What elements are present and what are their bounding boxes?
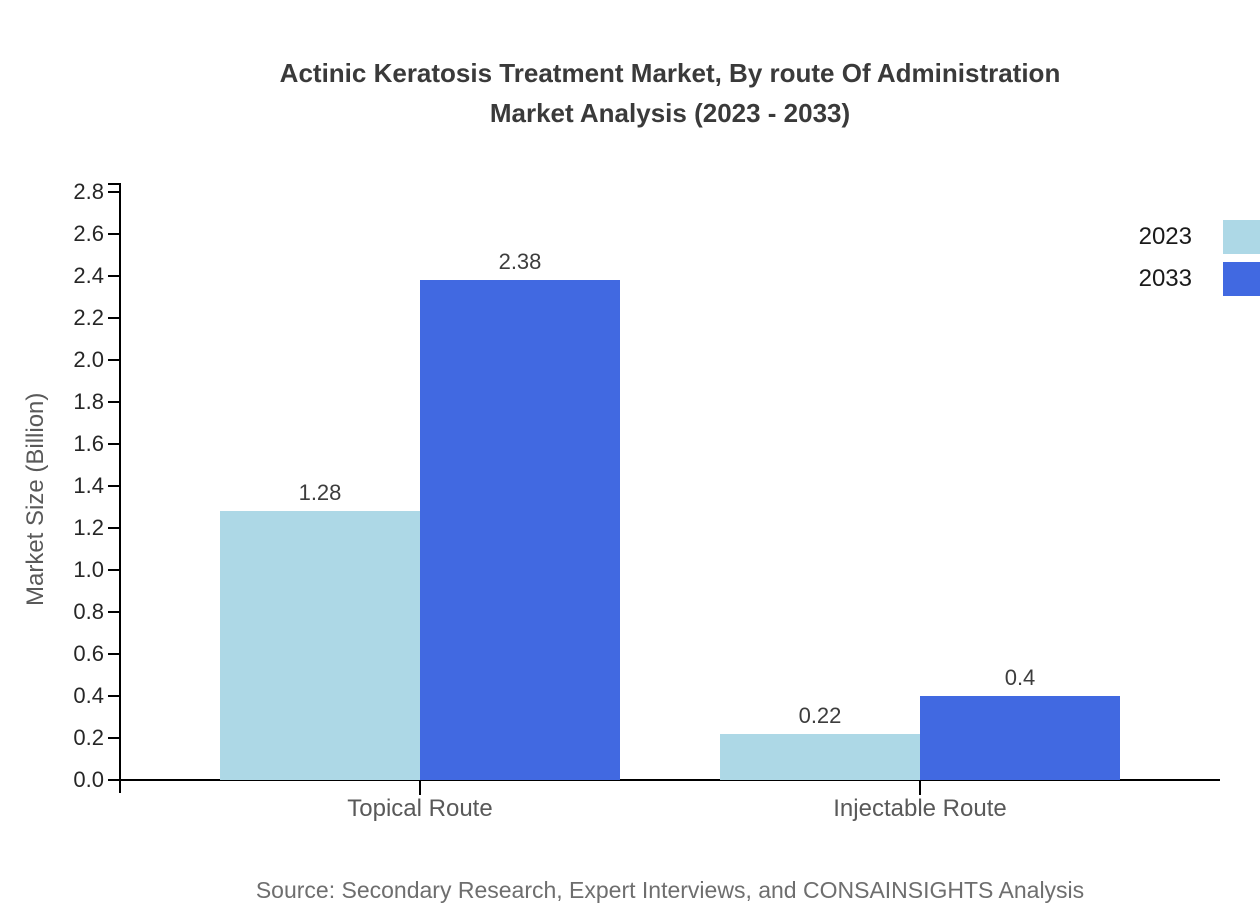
y-axis-spine: [119, 183, 121, 793]
legend-item-2023: 2023: [0, 220, 1260, 254]
x-axis-category-label: Injectable Route: [833, 795, 1007, 822]
y-axis-tick: [108, 275, 120, 277]
bar-2023-topical-route: [220, 511, 420, 780]
bar-2033-topical-route: [420, 280, 620, 780]
bar-2023-injectable-route: [720, 734, 920, 780]
y-axis-tick-label: 0.4: [73, 683, 104, 708]
y-axis-tick: [108, 359, 120, 361]
chart-title-line1: Actinic Keratosis Treatment Market, By r…: [279, 58, 1061, 88]
bar-2033-injectable-route: [920, 696, 1120, 780]
y-axis-tick: [108, 317, 120, 319]
y-axis-tick-label: 2.0: [73, 347, 104, 372]
y-axis-tick-label: 2.8: [73, 179, 104, 204]
y-axis-tick-label: 2.6: [73, 221, 104, 246]
legend-swatch: [1223, 220, 1260, 254]
y-axis-tick-label: 1.4: [73, 473, 104, 498]
x-axis-spine: [119, 779, 1220, 781]
y-axis-tick-label: 0.2: [73, 725, 104, 750]
chart-title: Actinic Keratosis Treatment Market, By r…: [120, 53, 1220, 133]
source-note: Source: Secondary Research, Expert Inter…: [255, 877, 1085, 903]
chart-title-line2: Market Analysis (2023 - 2033): [489, 98, 851, 128]
bar-value-label: 1.28: [298, 480, 342, 505]
bar-value-label: 2.38: [498, 249, 542, 274]
y-axis-tick: [108, 737, 120, 739]
y-axis-tick: [108, 443, 120, 445]
x-axis-category-label: Topical Route: [347, 795, 493, 822]
y-axis-tick-label: 0.6: [73, 641, 104, 666]
bar-value-label: 0.22: [798, 703, 842, 728]
y-axis-tick-label: 2.2: [73, 305, 104, 330]
y-axis-tick: [108, 191, 120, 193]
legend-label: 2033: [1138, 265, 1192, 292]
y-axis-tick: [108, 569, 120, 571]
y-axis-tick-label: 1.8: [73, 389, 104, 414]
y-axis-tick: [108, 233, 120, 235]
y-axis-tick-label: 2.4: [73, 263, 104, 288]
bar-value-label: 0.4: [1004, 665, 1036, 690]
legend-item-2033: 2033: [0, 262, 1260, 296]
y-axis-tick: [108, 401, 120, 403]
legend-label: 2023: [1138, 223, 1192, 250]
y-axis-tick: [108, 527, 120, 529]
y-axis-tick: [108, 695, 120, 697]
x-axis-tick: [919, 781, 921, 795]
legend-swatch: [1223, 262, 1260, 296]
y-axis-end-tick: [108, 183, 121, 185]
y-axis-tick-label: 1.6: [73, 431, 104, 456]
y-axis-tick: [108, 653, 120, 655]
y-axis-tick-label: 1.2: [73, 515, 104, 540]
y-axis-tick: [108, 485, 120, 487]
x-axis-tick: [419, 781, 421, 795]
y-axis-tick: [108, 779, 120, 781]
y-axis-tick-label: 0.0: [73, 767, 104, 792]
y-axis-tick-label: 0.8: [73, 599, 104, 624]
y-axis-tick: [108, 611, 120, 613]
y-axis-tick-label: 1.0: [73, 557, 104, 582]
